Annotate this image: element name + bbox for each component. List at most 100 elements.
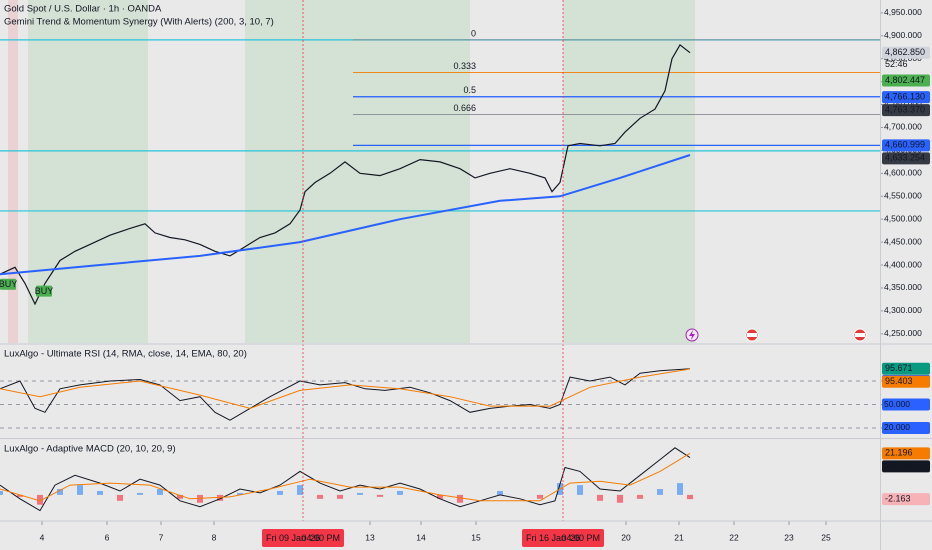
histogram-bar [17,494,23,497]
highlight-band [563,0,695,343]
price-label: 4,633.254 [885,153,925,163]
price-label-box [882,362,930,375]
flag [747,333,757,337]
histogram-bar [97,490,103,495]
price-label-box [882,493,930,506]
histogram-bar [177,494,183,499]
x-tick-label: 23 [784,532,794,542]
y-tick-label: 4,550.000 [884,191,922,201]
histogram-bar [397,490,403,495]
price-label-box [882,91,930,104]
panel-title: LuxAlgo - Adaptive MACD (20, 10, 20, 9) [4,444,176,455]
y-tick-box [882,398,930,411]
histogram-bar [157,489,163,495]
histogram-bar [677,483,683,495]
signal-box [0,278,16,290]
y-tick-box [882,421,930,434]
histogram-bar [57,489,63,495]
event-icons [685,328,867,342]
histogram-bar [337,494,343,499]
x-tick-label: 7 [159,532,164,542]
countdown: 52:46 [885,59,908,69]
y-tick-label: 4,900.000 [884,30,922,40]
histogram-bar [277,490,283,495]
price-label: 4,766.130 [885,92,925,102]
histogram-bar [687,494,693,500]
price-label: 95.671 [885,363,913,373]
y-tick-label: 4,500.000 [884,213,922,223]
histogram-bar [37,494,43,505]
fib-label: 0.333 [453,61,476,71]
crosshair-date: Fri 09 Jan '26 [266,533,320,543]
signal-label: BUY [0,279,17,289]
histogram-bar [357,492,363,495]
y-tick-label: 4,350.000 [884,282,922,292]
crosshair-label-box [262,529,344,547]
fib-label: 0.666 [453,103,476,113]
highlight-band [8,0,18,343]
x-tick-label: 22 [729,532,739,542]
price-label: 4,660.999 [885,140,925,150]
price-label-box [882,375,930,388]
series-line [0,452,691,502]
crosshair-label-box [522,529,604,547]
y-tick-label: 4,400.000 [884,259,922,269]
y-tick-label: 4,700.000 [884,122,922,132]
price-label-box [882,46,930,59]
histogram-bar [137,492,143,495]
histogram-bar [317,494,323,499]
panel-subtitle: Gemini Trend & Momentum Synergy (With Al… [4,17,274,28]
histogram-bar [497,490,503,495]
y-tick-label: 4,950.000 [884,7,922,17]
price-label: 4,802.447 [885,75,925,85]
crosshair-time: 04:00 PM [301,533,340,543]
histogram-bar [537,494,543,499]
x-tick-label: 21 [674,532,684,542]
signal-box [36,285,52,297]
y-tick-label: 20.000 [884,422,910,432]
histogram-bar [617,494,623,503]
price-label-box [882,152,930,165]
y-tick-label: 4,600.000 [884,168,922,178]
x-tick-label: 20 [621,532,631,542]
y-tick-label: 50.000 [884,399,910,409]
price-label: 95.403 [885,376,913,386]
histogram-bar [237,492,243,495]
histogram-bar [117,494,123,501]
series-line [0,154,691,276]
series-line [0,447,691,512]
price-label-box [882,104,930,117]
x-tick-label: 15 [471,532,481,542]
histogram-bar [457,494,463,503]
histogram-bar [377,494,383,497]
panel-title: LuxAlgo - Ultimate RSI (14, RMA, close, … [4,349,247,360]
price-label: 19.033 [885,461,913,471]
histogram-bar [657,489,663,495]
price-label: 4,862.850 [885,47,925,57]
histogram-bar [437,494,443,499]
x-tick-label: 14 [416,532,426,542]
histogram-bar [0,490,3,495]
signal-label: BUY [35,286,54,296]
series-line [0,368,691,409]
y-tick-label: 4,750.000 [884,99,922,109]
crosshair-time: 04:00 PM [561,533,600,543]
price-label-box [882,447,930,460]
y-tick-label: 4,450.000 [884,236,922,246]
histogram-bar [77,485,83,495]
price-label: 21.196 [885,448,913,458]
x-tick-label: 8 [212,532,217,542]
fib-label: 0 [471,28,476,38]
histogram-bar [297,485,303,495]
crosshair-date: Fri 16 Jan '26 [526,533,580,543]
x-tick-label: 25 [821,532,831,542]
y-tick-label: 4,250.000 [884,328,922,338]
lightning [689,330,695,340]
panel-title: Gold Spot / U.S. Dollar · 1h · OANDA [4,4,162,15]
x-tick-label: 13 [365,532,375,542]
histogram-bar [637,494,643,499]
histogram-bar [597,494,603,501]
price-label-box [882,460,930,473]
